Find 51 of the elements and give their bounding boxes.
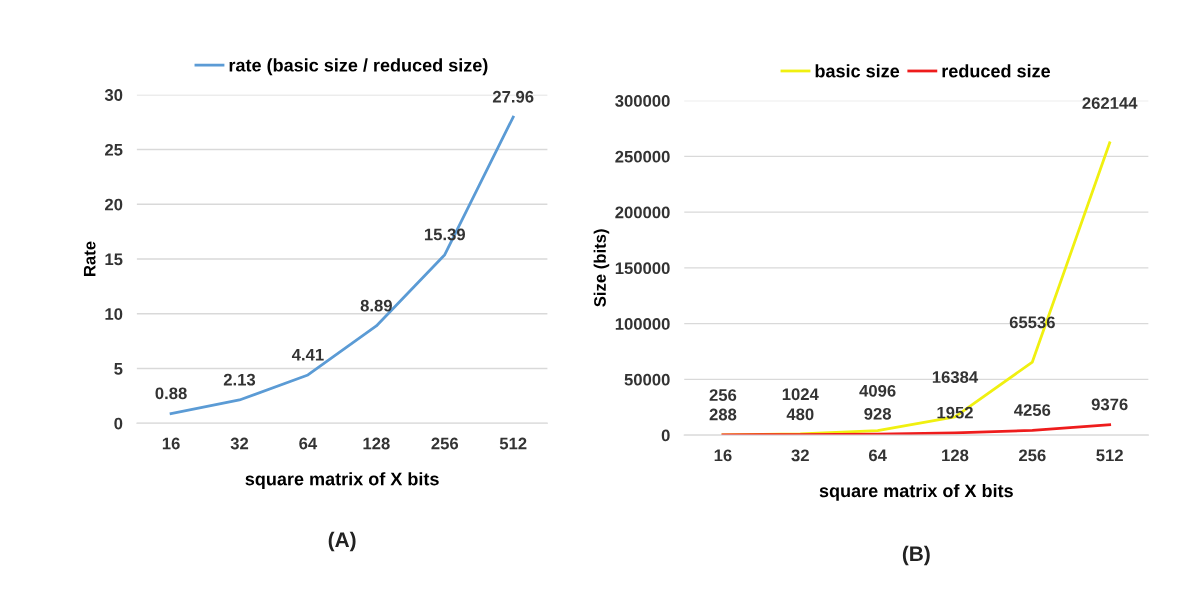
y-tick-label: 10 xyxy=(105,308,123,320)
x-tick-label: 16 xyxy=(714,449,732,462)
x-tick-label: 256 xyxy=(431,437,459,450)
x-tick-label: 256 xyxy=(1019,449,1046,462)
legend-label: rate (basic size / reduced size) xyxy=(229,58,488,76)
x-tick-label: 512 xyxy=(499,437,527,450)
y-tick-label: 0 xyxy=(114,417,123,430)
x-tick-label: 128 xyxy=(363,437,390,450)
x-tick-label: 128 xyxy=(942,449,969,462)
data-label: 27.96 xyxy=(492,90,534,103)
y-tick-label: 5 xyxy=(114,363,123,375)
y-tick-label: 25 xyxy=(105,143,123,156)
x-axis-title: square matrix of X bits xyxy=(819,483,1013,501)
y-tick-label: 250000 xyxy=(615,150,670,163)
y-tick-label: 100000 xyxy=(615,318,670,330)
text: (A) xyxy=(328,531,356,552)
data-label: 4096 xyxy=(859,384,896,397)
legend-label: basic size xyxy=(815,64,900,78)
y-tick-label: 30 xyxy=(104,89,123,101)
data-label: 1024 xyxy=(782,388,819,401)
y-tick-label: 300000 xyxy=(615,95,670,107)
legend-label: reduced size xyxy=(942,64,1051,78)
x-tick-label: 64 xyxy=(299,437,318,450)
x-tick-label: 512 xyxy=(1096,449,1123,462)
x-tick-label: 16 xyxy=(162,437,180,450)
data-label: 0.88 xyxy=(155,387,187,400)
x-tick-label: 32 xyxy=(791,449,809,462)
data-label: 928 xyxy=(864,407,892,420)
y-tick-label: 200000 xyxy=(615,206,670,219)
y-tick-label: 150000 xyxy=(615,262,670,275)
x-axis-title: square matrix of X bits xyxy=(245,472,439,489)
text: (B) xyxy=(902,545,930,566)
data-label: 9376 xyxy=(1091,398,1128,411)
x-tick-label: 32 xyxy=(230,437,249,450)
y-tick-label: 20 xyxy=(105,198,123,211)
y-axis-title: Rate xyxy=(83,241,96,276)
line-series xyxy=(721,423,1112,436)
data-label: 480 xyxy=(786,408,814,421)
data-label: 16384 xyxy=(932,371,979,384)
data-label: 8.89 xyxy=(360,299,392,312)
y-axis-title: Size (bits) xyxy=(593,229,610,307)
x-tick-label: 64 xyxy=(868,449,887,462)
data-label: 4256 xyxy=(1014,404,1051,416)
data-label: 288 xyxy=(709,408,737,421)
y-tick-label: 15 xyxy=(105,253,123,266)
data-label: 256 xyxy=(709,389,737,401)
data-label: 2.13 xyxy=(223,373,256,386)
y-tick-label: 0 xyxy=(661,429,670,442)
data-label: 262144 xyxy=(1082,97,1138,109)
data-label: 4.41 xyxy=(291,348,324,361)
y-tick-label: 50000 xyxy=(624,373,670,386)
